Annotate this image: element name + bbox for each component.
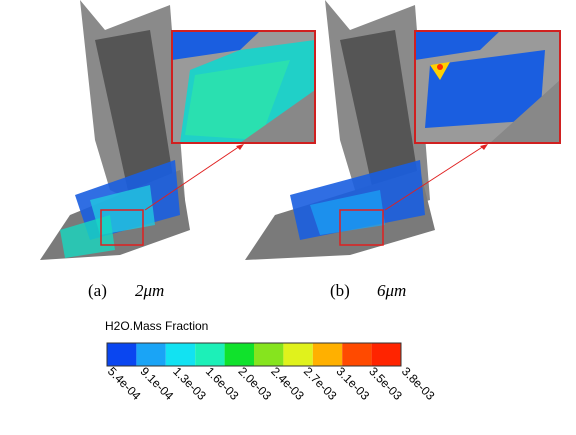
colorbar-label: 2.4e-03 (268, 364, 307, 403)
color-swatch (342, 343, 372, 366)
caption-size: 2μm (135, 281, 164, 300)
color-swatch (195, 343, 225, 366)
colorbar-label: 3.1e-03 (334, 364, 373, 403)
colorbar-label: 1.3e-03 (170, 364, 209, 403)
color-swatch (312, 343, 343, 366)
colorbar-label: 9.1e-04 (138, 364, 177, 403)
caption-label: (b) (330, 281, 350, 300)
color-swatch (165, 343, 196, 366)
color-swatch (224, 343, 254, 366)
color-swatch (254, 343, 284, 366)
colorbar-title: H2O.Mass Fraction (105, 319, 208, 333)
rendering-left (40, 0, 244, 260)
caption-size: 6μm (377, 281, 406, 300)
inset-right (414, 30, 561, 144)
color-swatch (107, 343, 137, 366)
caption-label: (a) (88, 281, 107, 300)
colorbar-label: 1.6e-03 (203, 364, 242, 403)
colorbar-label: 2.0e-03 (236, 364, 275, 403)
color-swatch (371, 343, 401, 366)
colorbar-label: 5.4e-04 (105, 364, 144, 403)
color-swatch (283, 343, 313, 366)
colorbar-frame (106, 342, 402, 367)
colorbar-label: 3.5e-03 (366, 364, 405, 403)
color-swatch (136, 343, 166, 366)
inset-left (171, 30, 316, 144)
rendering-right (245, 0, 488, 260)
colorbar-label: 3.8e-03 (399, 364, 438, 403)
colorbar: 5.4e-049.1e-041.3e-031.6e-032.0e-032.4e-… (105, 342, 438, 403)
colorbar-label: 2.7e-03 (301, 364, 340, 403)
